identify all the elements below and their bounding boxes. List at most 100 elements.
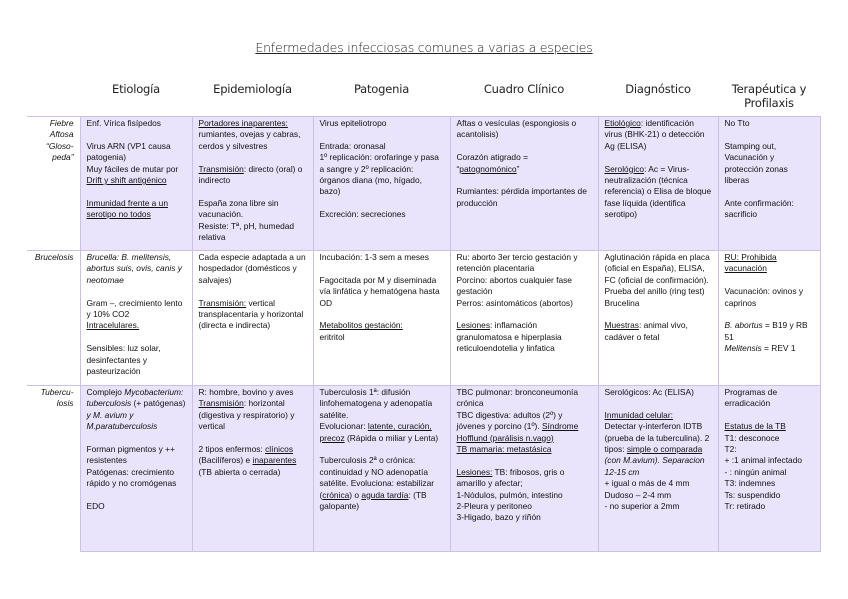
text-run: Ts: suspendido [724,489,781,500]
cell-diagnostico: Aglutinación rápida en placa (oficial en… [597,250,719,386]
text-run: Porcino: abortos cualquier fase gestació… [456,274,572,297]
text-run: : horizontal (digestiva y respiratorio) … [198,398,295,432]
cell-paragraph: Forman pigmentos y ++ resistentes [87,444,187,467]
blank-line [457,175,593,186]
column-header-terapeutica: Terapéutica y Profilaxis [731,82,807,110]
document-title: Enfermedades infecciosas comunes a varia… [255,40,593,55]
text-run: Serológico [604,163,645,174]
blank-line [87,186,187,197]
text-run: Aftas o vesículas (espongiosis o acantol… [456,118,577,140]
text-run: España zona libre sin vacunación. [198,197,279,220]
cell-paragraph: Evolucionar: latente, curación, precoz (… [320,421,445,444]
text-run: rumiantes, ovejas y cabras, cerdos y sil… [198,129,301,151]
text-run: T3: indemnes [724,478,776,489]
cell-paragraph: Complejo Mycobacterium: tuberculosis (+ … [87,387,187,433]
cell-etiologia: Brucella: B. melitensis, abortus suis, o… [79,250,193,386]
text-run: Drift y shift antigénico [86,175,167,186]
text-run: TB mamaria: metastásica [456,444,552,455]
cell-paragraph: Porcino: abortos cualquier fase gestació… [457,275,593,298]
cell-paragraph: Corazón atigrado = “patognomónico” [457,152,593,175]
blank-line [87,433,187,444]
row-label: Brucelosis [27,250,81,386]
cell-paragraph: 1º replicación: orofaringe y pasa a sang… [320,152,445,198]
cell-paragraph: Portadores inaparentes: rumiantes, oveja… [199,118,308,152]
cell-paragraph: + :1 animal infectado [725,455,815,466]
text-run: y M. avium y M.paratuberculosis [86,409,158,432]
text-run: Inmunidad celular: [604,409,673,420]
text-run: Forman pigmentos y ++ resistentes [86,444,175,466]
text-run: Virus ARN (VP1 causa patogenia) [86,140,171,163]
cell-paragraph: Cada especie adaptada a un hospedador (d… [199,252,308,286]
cell-paragraph: 3-Higado, bazo y riñón [457,512,593,523]
cell-etiologia: Enf. Vírica fisípedos Virus ARN (VP1 caus… [79,116,193,251]
cell-terapeutica: No Tto Stamping out, Vacunación y protecc… [717,116,821,251]
table-row: Tubercu-losis Complejo Mycobacterium: tub… [27,385,821,552]
text-run: Inmunidad frente a un serotipo no todos [86,197,168,220]
text-run: Fagocitada por M y diseminada vía linfát… [319,274,440,308]
text-run: Sensibles: luz solar, desinfectantes y p… [86,343,161,377]
blank-line [320,444,445,455]
text-run: (Rápida o miliar y Lenta) [344,432,439,443]
text-run: Ru: aborto 3er tercio gestación y retenc… [456,252,578,274]
blank-line [87,332,187,343]
text-run: Brucelina [604,297,640,308]
cell-paragraph: Incubación: 1-3 sem a meses [320,252,445,263]
text-run: Evolucionar: [319,421,368,432]
cell-paragraph: RU: Prohibida vacunación [725,252,815,275]
text-run: inaparentes [252,455,297,466]
blank-line [605,152,713,163]
text-run: - : ningún animal [724,466,787,477]
cell-patogenia: Incubación: 1-3 sem a meses Fagocitada po… [312,250,451,386]
cell-paragraph: Muy fáciles de mutar por Drift y shift a… [87,164,187,187]
row-label: Tubercu-losis [27,385,81,552]
blank-line [725,410,815,421]
blank-line [320,309,445,320]
text-run: Lesiones [456,320,491,331]
cell-paragraph: B. abortus = B19 y RB 51 [725,320,815,343]
text-run: Tuberculosis 2ª o crónica: continuidad y… [319,455,435,500]
text-run: Prueba del anillo (ring test) [604,286,705,297]
text-run: crónica [322,489,350,500]
blank-line [199,152,308,163]
text-run: = REV 1 [761,343,796,354]
text-run: R: hombre, bovino y aves [198,387,294,397]
cell-paragraph: - : ningún animal [725,467,815,478]
cell-paragraph: Transmisión: vertical transplacentaria y… [199,298,308,332]
cell-epidemiologia: R: hombre, bovino y aves Transmisión: hor… [191,385,314,552]
text-run: Muy fáciles de mutar por [86,163,179,174]
cell-paragraph: Metabolitos gestación: [320,320,445,331]
cell-epidemiologia: Portadores inaparentes: rumiantes, oveja… [191,116,314,251]
text-run: Lesiones: [456,466,493,477]
text-run: 1-Nódulos, pulmón, intestino [456,489,563,500]
text-run: Detectar γ-interferon IDTB (prueba de la… [604,421,710,455]
text-run: Cada especie adaptada a un hospedador (d… [198,252,306,285]
text-run: Etiológico [604,118,641,128]
cell-cuadro-clinico: Aftas o vesículas (espongiosis o acantol… [449,116,599,251]
blank-line [199,286,308,297]
text-run: Complejo [86,387,125,397]
cell-paragraph: Enf. Vírica fisípedos [87,118,187,129]
cell-paragraph: Prueba del anillo (ring test) [605,286,713,297]
blank-line [87,129,187,140]
text-run: No Tto [724,118,750,128]
cell-paragraph: Tuberculosis 2ª o crónica: continuidad y… [320,455,445,512]
cell-paragraph: EDO [87,501,187,512]
text-run: - no superior a 2mm [604,501,680,512]
text-run: : (TB galopante) [319,489,427,512]
text-run: aguda tardía [361,489,409,500]
text-run: Síndrome Hofflund (parálisis n.vago) [456,421,579,443]
text-run: : inflamación granulomatosa e hiperplasi… [456,320,562,354]
text-run: Vacunación: ovinos y caprinos [724,286,804,308]
cell-paragraph: Lesiones: inflamación granulomatosa e hi… [457,320,593,354]
cell-patogenia: Tuberculosis 1ª: difusión linfohematogen… [312,385,451,552]
text-run: 3-Higado, bazo y riñón [456,512,541,523]
blank-line [725,129,815,140]
text-run: + igual o más de 4 mm [604,478,690,489]
text-run: Gram –, crecimiento lento y 10% CO2 [86,297,183,320]
text-run: Corazón atigrado = “ [456,152,528,174]
cell-paragraph: 2-Pleura y peritoneo [457,501,593,512]
text-run: = B19 y RB 51 [724,320,808,342]
cell-paragraph: Aglutinación rápida en placa (oficial en… [605,252,713,286]
cell-paragraph: Virus epiteliotropo [320,118,445,129]
text-run: TBC digestiva: adultos (2º) y jóvenes y … [456,409,563,432]
